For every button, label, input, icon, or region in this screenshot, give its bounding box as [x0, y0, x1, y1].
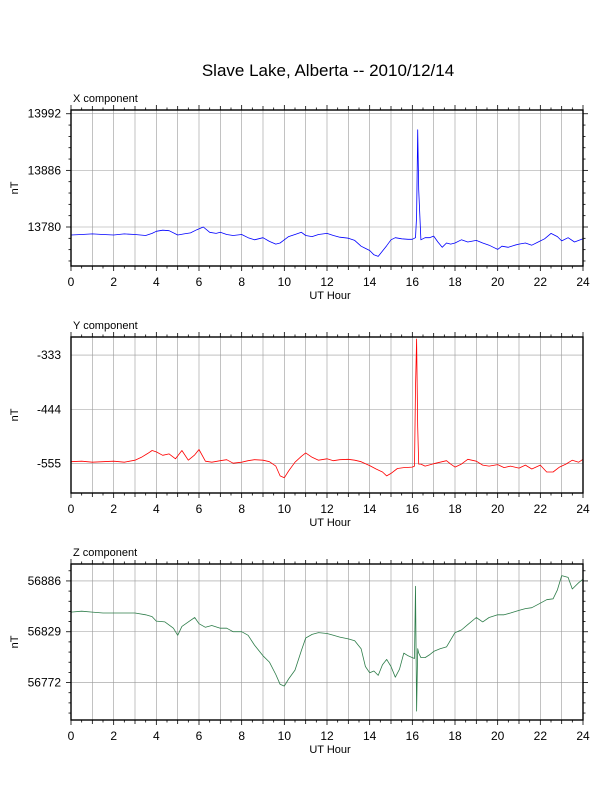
y-tick-label: -555 — [37, 457, 61, 471]
x-tick-label: 10 — [278, 275, 292, 289]
x-tick-label: 24 — [576, 275, 590, 289]
x-tick-label: 10 — [278, 729, 292, 743]
y-axis-label: nT — [9, 408, 21, 421]
x-tick-label: 16 — [406, 502, 420, 516]
x-tick-label: 4 — [153, 729, 160, 743]
x-tick-label: 2 — [110, 275, 117, 289]
panel-title-y: Y component — [73, 320, 138, 332]
y-tick-label: 56772 — [28, 676, 62, 690]
x-tick-label: 8 — [238, 729, 245, 743]
x-tick-label: 12 — [320, 275, 334, 289]
x-tick-label: 8 — [238, 275, 245, 289]
x-tick-label: 10 — [278, 502, 292, 516]
x-tick-label: 24 — [576, 502, 590, 516]
panel-title-x: X component — [73, 93, 138, 105]
x-tick-label: 2 — [110, 729, 117, 743]
y-axis-label: nT — [9, 635, 21, 648]
figure-title: Slave Lake, Alberta -- 2010/12/14 — [202, 61, 454, 80]
series-line-y — [70, 338, 584, 479]
x-tick-label: 24 — [576, 729, 590, 743]
x-tick-label: 14 — [363, 502, 377, 516]
x-tick-label: 16 — [406, 275, 420, 289]
y-tick-label: -333 — [37, 348, 61, 362]
x-tick-label: 18 — [448, 275, 462, 289]
x-axis-label: UT Hour — [309, 744, 351, 756]
y-tick-label: 13992 — [28, 107, 62, 121]
x-axis-label: UT Hour — [309, 517, 351, 529]
x-tick-label: 20 — [491, 729, 505, 743]
x-tick-label: 22 — [534, 502, 548, 516]
x-tick-label: 0 — [68, 729, 75, 743]
x-tick-label: 0 — [68, 275, 75, 289]
x-axis-label: UT Hour — [309, 290, 351, 302]
y-tick-label: -444 — [37, 402, 61, 416]
y-tick-label: 13780 — [28, 220, 62, 234]
x-tick-label: 14 — [363, 275, 377, 289]
y-axis-label: nT — [9, 181, 21, 194]
panel-title-z: Z component — [73, 547, 137, 559]
x-tick-label: 8 — [238, 502, 245, 516]
x-tick-label: 6 — [196, 502, 203, 516]
x-tick-label: 6 — [196, 275, 203, 289]
y-tick-label: 13886 — [28, 163, 62, 177]
x-tick-label: 16 — [406, 729, 420, 743]
series-line-z — [70, 575, 584, 712]
x-tick-label: 2 — [110, 502, 117, 516]
x-tick-label: 12 — [320, 729, 334, 743]
x-tick-label: 4 — [153, 502, 160, 516]
x-tick-label: 0 — [68, 502, 75, 516]
x-tick-label: 18 — [448, 729, 462, 743]
x-tick-label: 18 — [448, 502, 462, 516]
x-tick-label: 22 — [534, 729, 548, 743]
x-tick-label: 6 — [196, 729, 203, 743]
x-tick-label: 20 — [491, 502, 505, 516]
series-line-x — [70, 129, 584, 257]
x-tick-label: 12 — [320, 502, 334, 516]
x-tick-label: 20 — [491, 275, 505, 289]
y-tick-label: 56829 — [28, 625, 62, 639]
x-tick-label: 4 — [153, 275, 160, 289]
x-tick-label: 14 — [363, 729, 377, 743]
y-tick-label: 56886 — [28, 574, 62, 588]
x-tick-label: 22 — [534, 275, 548, 289]
